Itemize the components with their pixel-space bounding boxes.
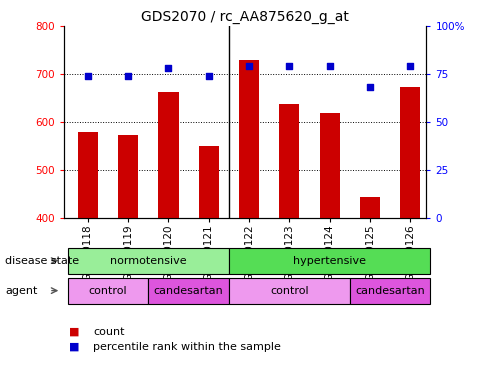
Text: control: control (270, 286, 309, 296)
Bar (68, 278, 148, 304)
Text: percentile rank within the sample: percentile rank within the sample (93, 342, 281, 352)
Text: hypertensive: hypertensive (293, 256, 366, 266)
Point (124, 73, 132, 79)
Text: ■: ■ (69, 327, 79, 337)
Text: agent: agent (5, 286, 37, 296)
Point (84, 73, 92, 79)
Text: candesartan: candesartan (154, 286, 223, 296)
Bar (319, 113, 340, 218)
Text: control: control (89, 286, 127, 296)
Bar (279, 104, 299, 218)
Bar (229, 248, 430, 274)
Point (326, 63, 334, 69)
Point (165, 65, 172, 71)
Text: normotensive: normotensive (110, 256, 187, 266)
Point (245, 63, 253, 69)
Text: ■: ■ (69, 342, 79, 352)
Bar (78, 132, 98, 218)
Point (285, 63, 293, 69)
Bar (148, 278, 229, 304)
Bar (158, 92, 178, 218)
Point (205, 73, 213, 79)
Text: candesartan: candesartan (355, 286, 425, 296)
Bar (360, 197, 380, 217)
Bar (400, 87, 420, 218)
Bar (118, 135, 138, 218)
Title: GDS2070 / rc_AA875620_g_at: GDS2070 / rc_AA875620_g_at (141, 10, 349, 24)
Bar (350, 278, 430, 304)
Bar (239, 60, 259, 217)
Point (406, 63, 414, 69)
Text: disease state: disease state (5, 256, 79, 266)
Bar (68, 248, 229, 274)
Bar (229, 278, 350, 304)
Bar (198, 146, 219, 218)
Text: count: count (93, 327, 124, 337)
Point (366, 84, 374, 90)
